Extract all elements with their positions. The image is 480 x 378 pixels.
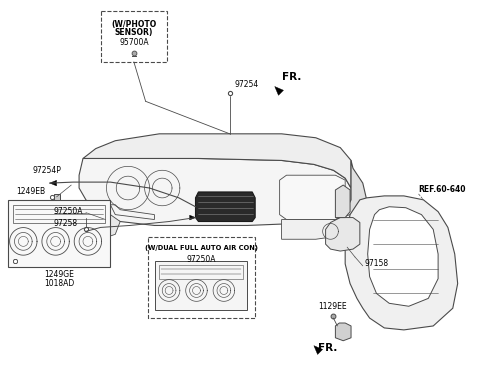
Polygon shape [368, 207, 438, 306]
Bar [101, 11, 167, 62]
Polygon shape [325, 218, 360, 251]
Polygon shape [79, 158, 351, 225]
Polygon shape [282, 215, 360, 239]
Text: FR.: FR. [282, 72, 301, 82]
Text: 97258: 97258 [54, 219, 78, 228]
Text: 97158: 97158 [365, 259, 389, 268]
Bar [159, 265, 243, 279]
Polygon shape [190, 215, 195, 220]
Text: 1129EE: 1129EE [318, 302, 347, 311]
Polygon shape [336, 323, 351, 341]
Text: 1249EB: 1249EB [16, 187, 46, 197]
Text: 95700A: 95700A [119, 38, 149, 47]
Bar [12, 205, 106, 223]
Polygon shape [336, 185, 350, 218]
Polygon shape [280, 175, 345, 220]
Bar [156, 261, 247, 310]
Polygon shape [316, 160, 367, 229]
Text: FR.: FR. [318, 342, 337, 353]
Polygon shape [195, 192, 255, 222]
Polygon shape [50, 180, 57, 186]
Polygon shape [314, 345, 323, 355]
Text: REF.60-640: REF.60-640 [419, 186, 466, 195]
Polygon shape [83, 134, 351, 188]
Text: 97254: 97254 [235, 80, 259, 88]
Text: 1018AD: 1018AD [44, 279, 74, 288]
Text: 97250A: 97250A [54, 207, 83, 216]
Text: 1249GE: 1249GE [44, 270, 74, 279]
Text: 97254P: 97254P [32, 166, 61, 175]
Bar [147, 237, 255, 318]
Text: (W/DUAL FULL AUTO AIR CON): (W/DUAL FULL AUTO AIR CON) [145, 245, 258, 251]
Polygon shape [275, 87, 284, 95]
Text: (W/PHOTO: (W/PHOTO [111, 20, 156, 28]
Text: SENSOR): SENSOR) [115, 28, 153, 37]
Polygon shape [345, 196, 457, 330]
Text: 97250A: 97250A [187, 255, 216, 264]
Polygon shape [83, 210, 120, 239]
Bar [8, 200, 110, 267]
